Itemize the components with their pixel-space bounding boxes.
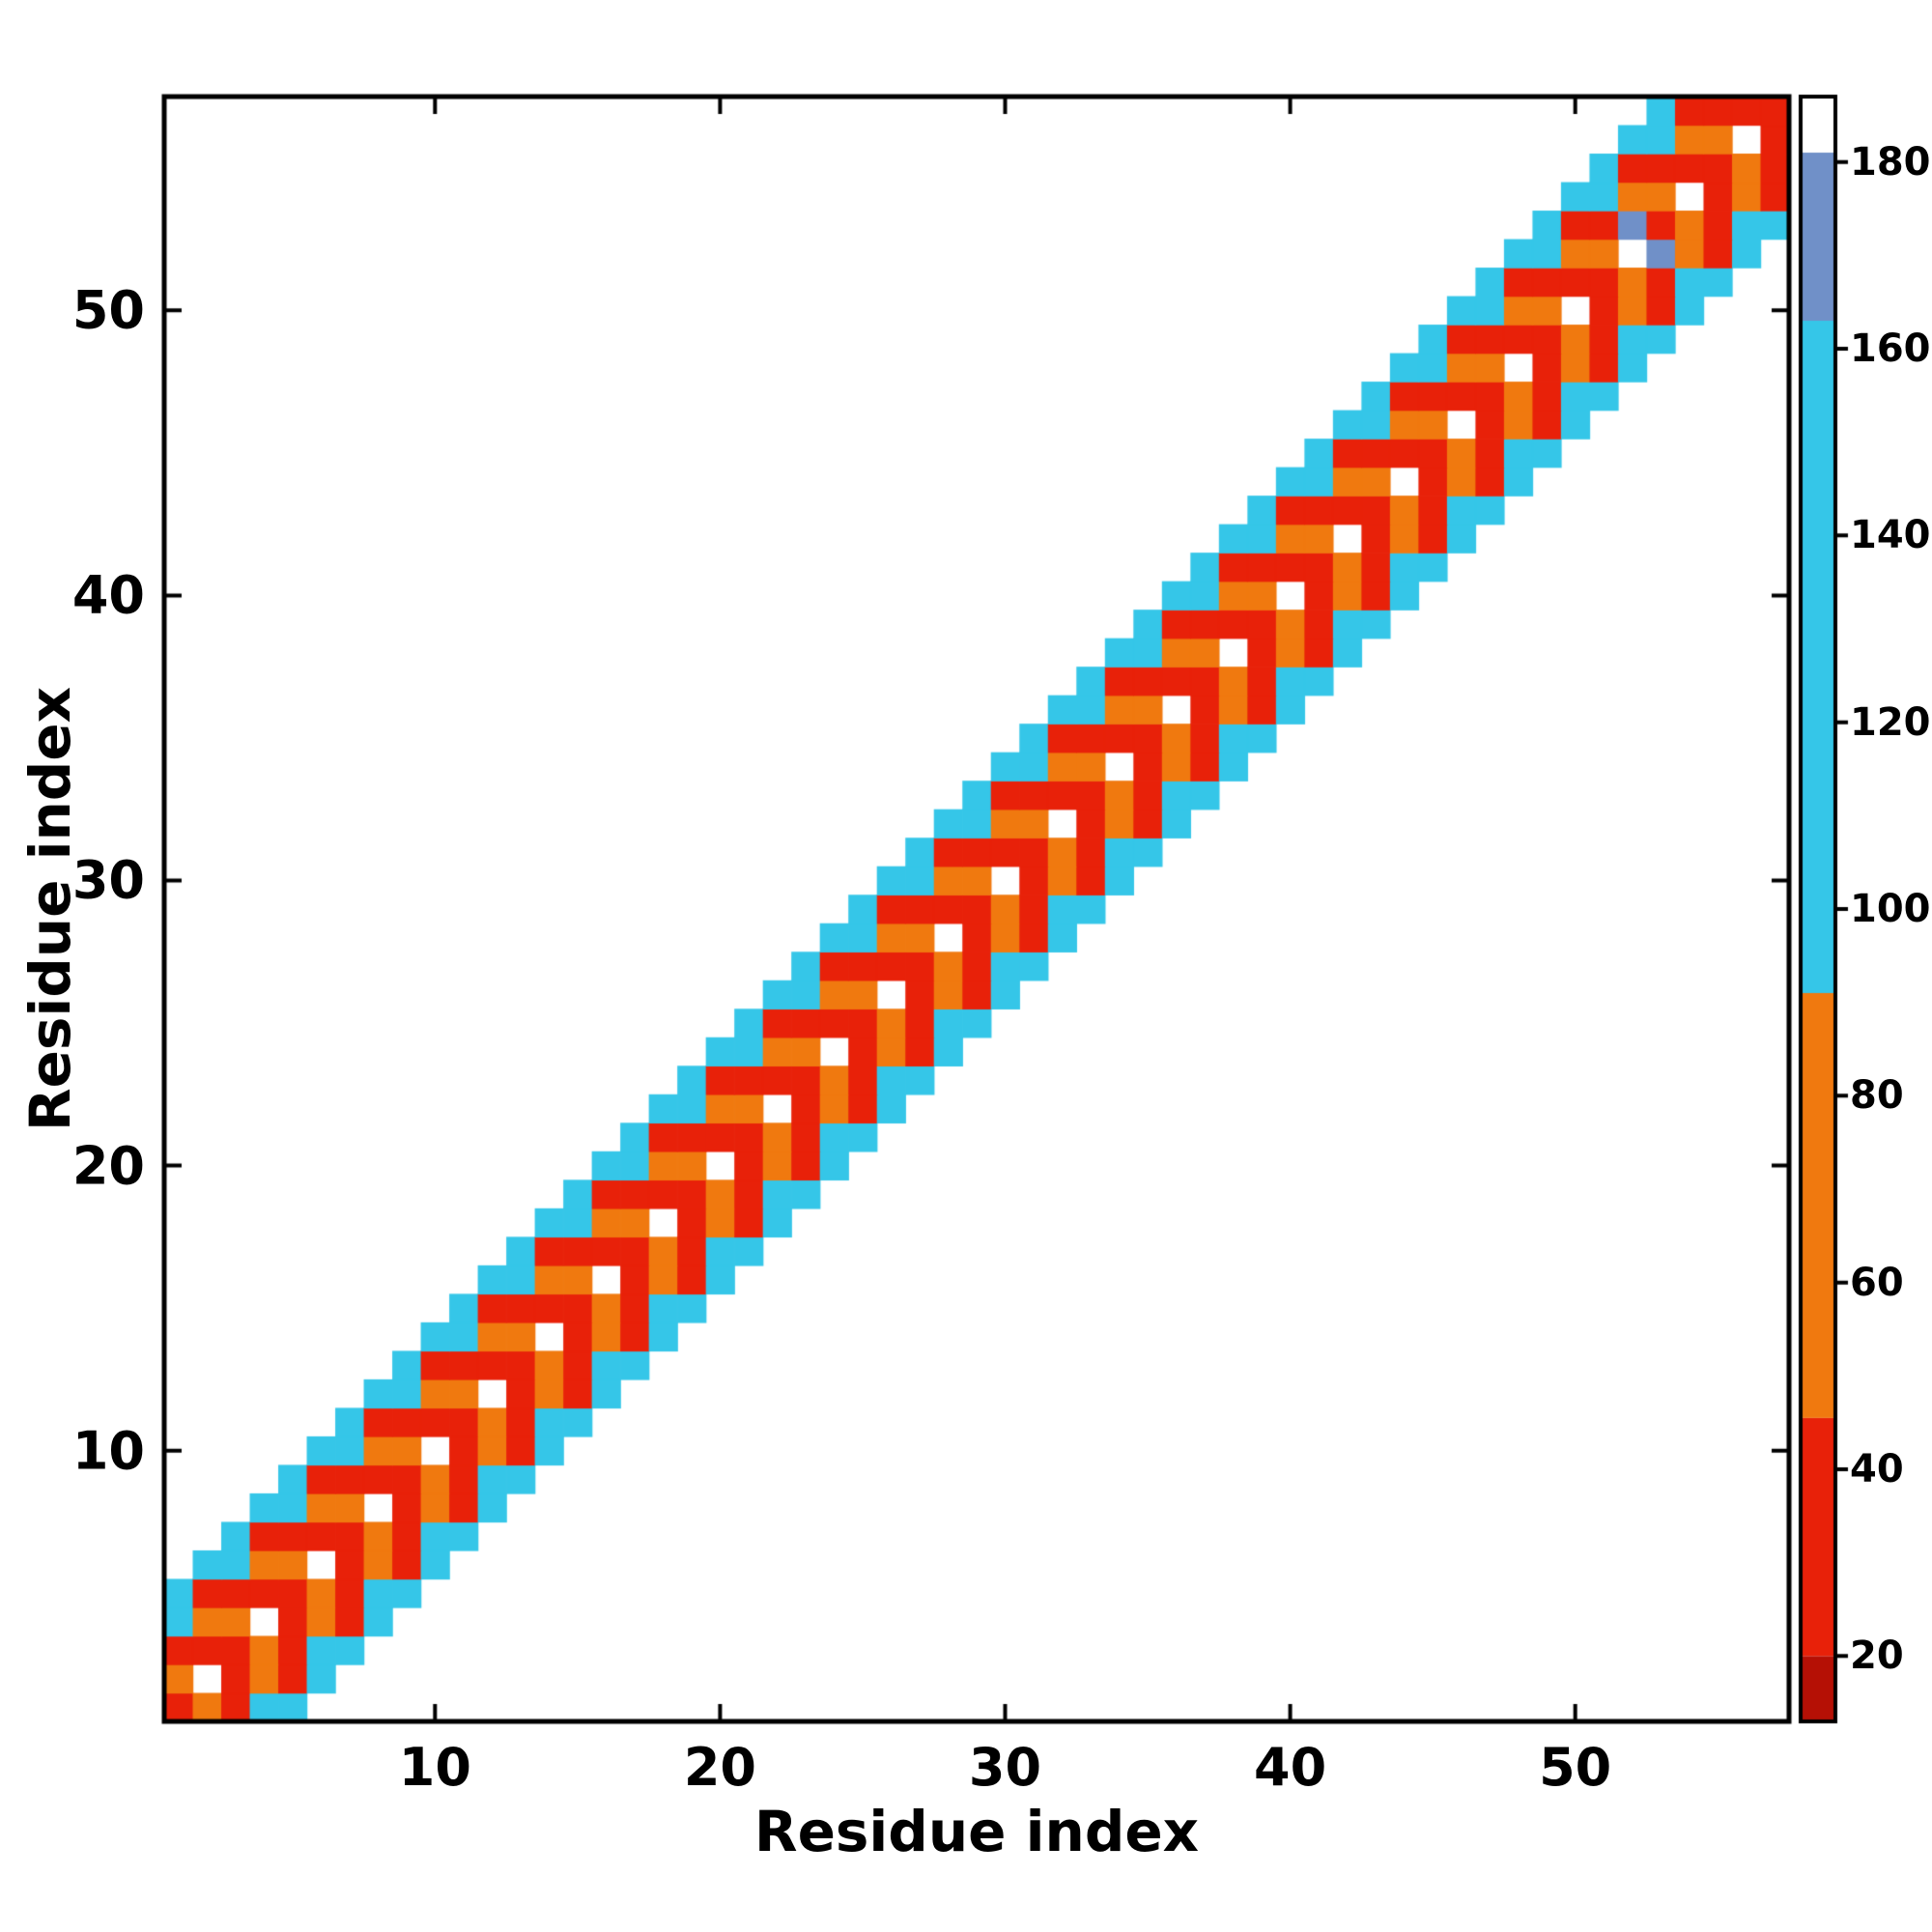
x-tick-label: 20	[683, 1737, 756, 1798]
x-tick-label: 30	[968, 1737, 1042, 1798]
y-tick-label: 20	[71, 1135, 145, 1197]
colorbar-tick-label: 60	[1850, 1260, 1904, 1305]
y-tick-label: 40	[71, 564, 145, 626]
colorbar-tick-label: 100	[1850, 887, 1931, 931]
x-tick-label: 50	[1539, 1737, 1612, 1798]
colorbar-tick-label: 80	[1850, 1073, 1904, 1119]
colorbar-tick-label: 160	[1850, 327, 1931, 371]
x-tick-label: 10	[398, 1737, 471, 1798]
x-axis-label: Residue index	[753, 1799, 1200, 1864]
colorbar-tick-label: 20	[1850, 1634, 1904, 1679]
x-tick-label: 40	[1254, 1737, 1327, 1798]
y-tick-label: 10	[71, 1420, 145, 1482]
y-tick-label: 50	[71, 279, 145, 341]
y-tick-label: 30	[71, 849, 145, 911]
colorbar-tick-label: 140	[1850, 513, 1931, 558]
colorbar-tick-label: 120	[1850, 699, 1931, 745]
colorbar-tick-label: 40	[1850, 1447, 1904, 1492]
colorbar-tick-label: 180	[1850, 139, 1931, 185]
